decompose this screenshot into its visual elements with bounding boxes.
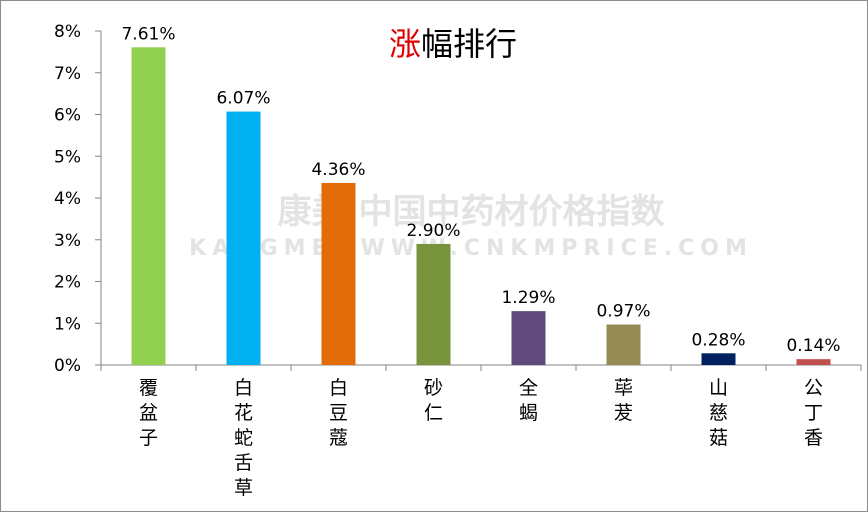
y-tick-label: 4%: [54, 189, 81, 209]
data-label: 1.29%: [501, 288, 555, 308]
bar: [226, 111, 261, 365]
data-label: 6.07%: [216, 89, 270, 109]
category-label: 荜茇: [614, 377, 633, 424]
bar: [131, 47, 166, 365]
chart-title: 涨幅排行: [389, 25, 517, 63]
y-tick-label: 5%: [54, 147, 81, 167]
y-tick-label: 6%: [54, 106, 81, 126]
bar: [321, 182, 356, 365]
bar: [511, 311, 546, 365]
title-accent: 涨: [389, 25, 421, 63]
category-label: 山慈菇: [709, 377, 728, 449]
title-rest: 幅排行: [421, 25, 517, 63]
bar: [796, 359, 831, 365]
y-tick-label: 3%: [54, 231, 81, 251]
data-label: 0.14%: [786, 336, 840, 356]
data-label: 0.28%: [691, 330, 745, 350]
watermark-line2: KANGMEI WWW.CNKMPRICE.COM: [189, 236, 753, 261]
data-label: 7.61%: [121, 24, 175, 44]
category-label: 砂仁: [424, 377, 443, 424]
bar: [701, 353, 736, 365]
data-label: 4.36%: [311, 160, 365, 180]
y-tick-label: 2%: [54, 273, 81, 293]
bar: [416, 243, 451, 365]
category-label: 覆盆子: [139, 377, 158, 449]
watermark: 康美·中国中药材价格指数 KANGMEI WWW.CNKMPRICE.COM: [189, 192, 753, 261]
y-tick-label: 1%: [54, 314, 81, 334]
data-label: 2.90%: [406, 221, 460, 241]
category-label: 公丁香: [804, 377, 823, 449]
bars: [131, 47, 831, 365]
bar: [606, 324, 641, 365]
category-labels: 覆盆子 白花蛇舌草 白豆蔻 砂仁 全蝎 荜茇 山慈菇 公丁香: [139, 377, 823, 499]
axes: 0% 1% 2% 3% 4% 5% 6% 7% 8%: [54, 22, 862, 376]
y-tick-label: 7%: [54, 64, 81, 84]
category-label: 白花蛇舌草: [234, 377, 253, 499]
data-labels: 7.61% 6.07% 4.36% 2.90% 1.29% 0.97% 0.28% 0.14%: [121, 24, 840, 356]
y-tick-label: 8%: [54, 22, 81, 42]
category-label: 全蝎: [519, 377, 538, 424]
data-label: 0.97%: [596, 302, 650, 322]
category-label: 白豆蔻: [329, 377, 348, 449]
y-tick-label: 0%: [54, 356, 81, 376]
